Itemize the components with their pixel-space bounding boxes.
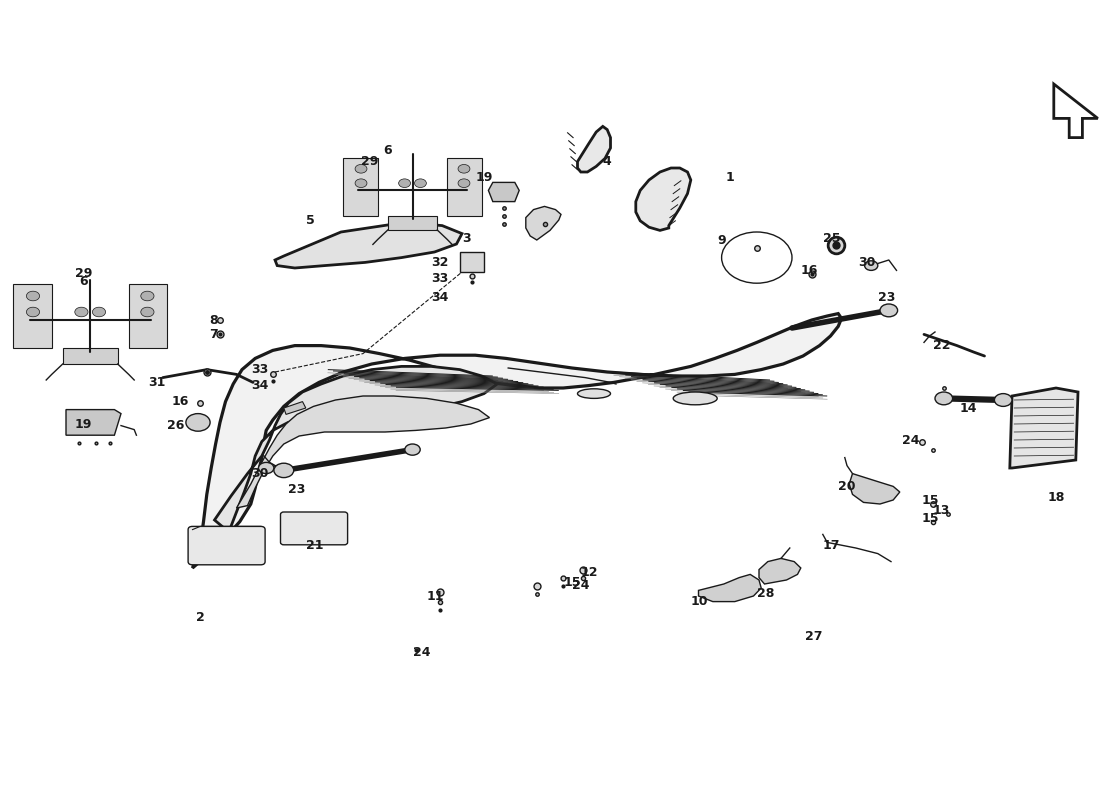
Circle shape xyxy=(258,462,274,474)
Circle shape xyxy=(355,179,367,187)
Polygon shape xyxy=(343,158,378,215)
Text: 17: 17 xyxy=(823,539,840,552)
Circle shape xyxy=(141,307,154,317)
Polygon shape xyxy=(236,396,490,508)
Text: 3: 3 xyxy=(462,232,471,245)
Text: 19: 19 xyxy=(475,171,493,184)
Text: 6: 6 xyxy=(383,144,392,157)
Text: 29: 29 xyxy=(361,155,378,168)
Polygon shape xyxy=(192,314,842,568)
Text: 23: 23 xyxy=(288,483,306,496)
Text: 13: 13 xyxy=(933,504,950,517)
Text: 24: 24 xyxy=(902,434,920,446)
FancyBboxPatch shape xyxy=(280,512,348,545)
Text: 2: 2 xyxy=(196,611,205,624)
Text: 9: 9 xyxy=(717,234,726,246)
Text: 1: 1 xyxy=(726,171,735,184)
Bar xyxy=(460,252,484,272)
Text: 20: 20 xyxy=(838,480,856,493)
Circle shape xyxy=(186,414,210,431)
Text: 25: 25 xyxy=(823,232,840,245)
Circle shape xyxy=(994,394,1012,406)
Text: 24: 24 xyxy=(412,646,430,658)
Circle shape xyxy=(405,444,420,455)
Text: 8: 8 xyxy=(209,314,218,326)
Text: 26: 26 xyxy=(167,419,185,432)
Circle shape xyxy=(26,291,40,301)
Polygon shape xyxy=(63,348,118,364)
Polygon shape xyxy=(636,168,691,230)
Circle shape xyxy=(458,179,470,187)
Circle shape xyxy=(274,463,294,478)
Polygon shape xyxy=(698,574,761,602)
Polygon shape xyxy=(387,215,438,230)
Circle shape xyxy=(458,165,470,173)
Ellipse shape xyxy=(673,392,717,405)
Text: 22: 22 xyxy=(933,339,950,352)
Text: 15: 15 xyxy=(922,512,939,525)
Text: 12: 12 xyxy=(581,566,598,578)
Polygon shape xyxy=(488,182,519,202)
Polygon shape xyxy=(1054,84,1098,138)
Text: 23: 23 xyxy=(878,291,895,304)
Circle shape xyxy=(880,304,898,317)
Circle shape xyxy=(92,307,106,317)
Text: 33: 33 xyxy=(431,272,449,285)
Text: 5: 5 xyxy=(306,214,315,226)
Circle shape xyxy=(26,307,40,317)
Circle shape xyxy=(398,179,410,187)
Circle shape xyxy=(75,307,88,317)
Polygon shape xyxy=(13,284,52,348)
Polygon shape xyxy=(1010,388,1078,468)
Text: 31: 31 xyxy=(148,376,166,389)
Text: 14: 14 xyxy=(959,402,977,414)
Text: 30: 30 xyxy=(858,256,876,269)
Text: 19: 19 xyxy=(75,418,92,430)
Polygon shape xyxy=(526,206,561,240)
Text: 21: 21 xyxy=(306,539,323,552)
Polygon shape xyxy=(759,558,801,584)
Ellipse shape xyxy=(578,389,610,398)
Polygon shape xyxy=(447,158,482,215)
Text: 29: 29 xyxy=(75,267,92,280)
Circle shape xyxy=(141,291,154,301)
Text: 15: 15 xyxy=(922,494,939,506)
Polygon shape xyxy=(849,474,900,504)
Circle shape xyxy=(935,392,953,405)
Text: 4: 4 xyxy=(603,155,612,168)
Polygon shape xyxy=(284,402,306,414)
Circle shape xyxy=(865,261,878,270)
Text: 30: 30 xyxy=(251,467,268,480)
Text: 33: 33 xyxy=(251,363,268,376)
Text: 34: 34 xyxy=(251,379,268,392)
Text: 15: 15 xyxy=(563,576,581,589)
Polygon shape xyxy=(129,284,167,348)
Text: 16: 16 xyxy=(172,395,189,408)
Text: 34: 34 xyxy=(431,291,449,304)
Text: 24: 24 xyxy=(572,579,590,592)
Text: 27: 27 xyxy=(805,630,823,642)
Polygon shape xyxy=(578,126,610,172)
Text: 28: 28 xyxy=(757,587,774,600)
Text: 18: 18 xyxy=(1047,491,1065,504)
Circle shape xyxy=(355,165,367,173)
Polygon shape xyxy=(66,410,121,435)
Polygon shape xyxy=(214,366,497,532)
Text: 10: 10 xyxy=(691,595,708,608)
Text: 16: 16 xyxy=(801,264,818,277)
Polygon shape xyxy=(275,222,462,268)
Text: 11: 11 xyxy=(427,590,444,602)
Text: 6: 6 xyxy=(79,275,88,288)
Text: 7: 7 xyxy=(209,328,218,341)
FancyBboxPatch shape xyxy=(188,526,265,565)
Text: 32: 32 xyxy=(431,256,449,269)
Circle shape xyxy=(415,179,427,187)
